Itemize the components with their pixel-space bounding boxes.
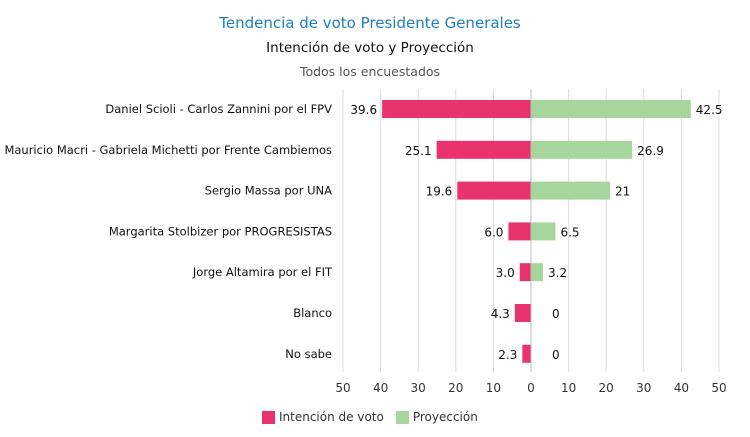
x-tick-label: 50 bbox=[711, 381, 726, 395]
x-tick-label: 10 bbox=[561, 381, 576, 395]
bar-proyeccion bbox=[531, 222, 556, 241]
bar-intencion bbox=[382, 100, 531, 118]
data-label-proyeccion: 21 bbox=[615, 185, 630, 199]
data-label-intencion: 19.6 bbox=[426, 185, 453, 199]
data-label-intencion: 39.6 bbox=[350, 103, 377, 117]
legend-item-proyeccion[interactable]: Proyección bbox=[395, 410, 478, 424]
chart-legend: Intención de voto Proyección bbox=[262, 410, 490, 424]
x-tick-label: 0 bbox=[527, 381, 535, 395]
x-tick-label: 20 bbox=[599, 381, 614, 395]
category-label: Daniel Scioli - Carlos Zannini por el FP… bbox=[105, 102, 332, 116]
category-label: No sabe bbox=[285, 347, 332, 361]
data-label-proyeccion: 3.2 bbox=[548, 266, 567, 280]
data-label-intencion: 3.0 bbox=[496, 266, 515, 280]
category-label: Jorge Altamira por el FIT bbox=[192, 265, 333, 279]
bar-intencion bbox=[436, 140, 531, 159]
x-tick-label: 10 bbox=[486, 381, 501, 395]
x-tick-label: 20 bbox=[448, 381, 463, 395]
bar-intencion bbox=[457, 181, 531, 200]
category-label: Mauricio Macri - Gabriela Michetti por F… bbox=[4, 143, 332, 157]
data-label-intencion: 4.3 bbox=[491, 307, 510, 321]
data-label-proyeccion: 26.9 bbox=[637, 144, 664, 158]
bar-intencion bbox=[522, 344, 531, 363]
bar-proyeccion bbox=[531, 100, 691, 118]
x-tick-label: 40 bbox=[674, 381, 689, 395]
bar-proyeccion bbox=[531, 140, 633, 159]
legend-label-proyeccion: Proyección bbox=[412, 410, 478, 424]
legend-swatch-proyeccion bbox=[395, 410, 409, 424]
data-label-intencion: 25.1 bbox=[405, 144, 432, 158]
data-label-proyeccion: 0 bbox=[552, 307, 560, 321]
legend-item-intencion[interactable]: Intención de voto bbox=[262, 410, 384, 424]
x-tick-label: 30 bbox=[411, 381, 426, 395]
bar-intencion bbox=[514, 304, 531, 322]
legend-label-intencion: Intención de voto bbox=[279, 410, 384, 424]
x-tick-label: 30 bbox=[636, 381, 651, 395]
category-label: Margarita Stolbizer por PROGRESISTAS bbox=[109, 224, 332, 238]
bar-proyeccion bbox=[531, 181, 610, 200]
category-label: Sergio Massa por UNA bbox=[205, 184, 332, 198]
bar-intencion bbox=[508, 222, 531, 241]
data-label-intencion: 2.3 bbox=[498, 348, 517, 362]
x-tick-label: 50 bbox=[335, 381, 350, 395]
category-label: Blanco bbox=[293, 306, 332, 320]
chart-title: Tendencia de voto Presidente Generales bbox=[219, 14, 521, 32]
chart-caption: Todos los encuestados bbox=[299, 64, 441, 79]
data-label-intencion: 6.0 bbox=[484, 225, 503, 239]
x-tick-label: 40 bbox=[373, 381, 388, 395]
bar-intencion bbox=[519, 263, 531, 282]
data-label-proyeccion: 6.5 bbox=[560, 225, 579, 239]
data-label-proyeccion: 0 bbox=[552, 348, 560, 362]
legend-swatch-intencion bbox=[262, 410, 275, 424]
chart-subtitle: Intención de voto y Proyección bbox=[266, 40, 474, 56]
bar-proyeccion bbox=[531, 263, 544, 282]
data-label-proyeccion: 42.5 bbox=[696, 103, 723, 117]
